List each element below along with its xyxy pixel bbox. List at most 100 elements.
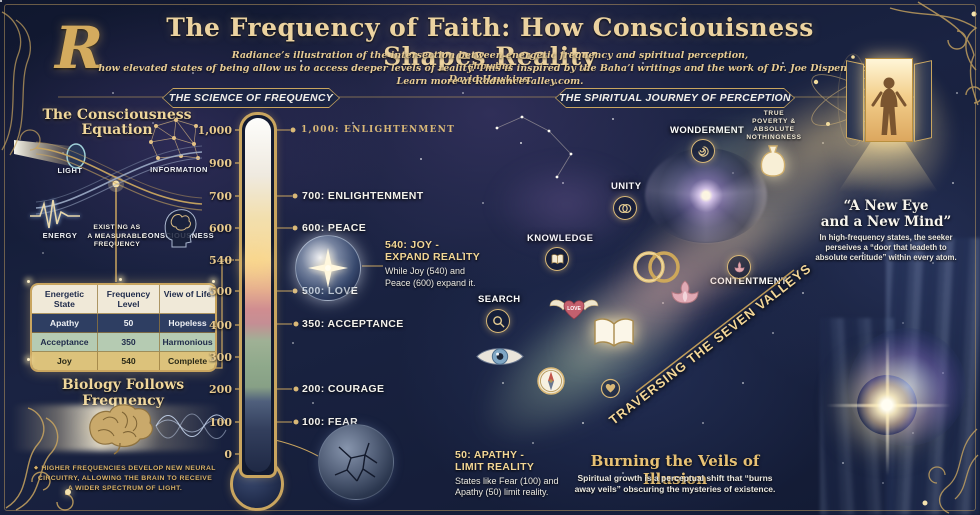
joy-orb-star xyxy=(308,248,348,288)
page-title: The Frequency of Faith: How Consciouisne… xyxy=(166,13,814,71)
door-panel-left xyxy=(846,60,864,142)
valley-label-true-poverty: TRUE POVERTY & ABSOLUTE NOTHINGNESS xyxy=(746,110,802,141)
magnifier-icon xyxy=(492,315,505,328)
table-sparkle xyxy=(119,278,122,281)
rings-icon xyxy=(618,203,632,213)
brain-illustration xyxy=(89,404,227,455)
tick-0: 0 xyxy=(224,448,232,461)
apathy-callout-body2: Apathy (50) limit reality. xyxy=(455,487,549,497)
tick-500: 500 xyxy=(209,285,232,298)
glowing-book-icon xyxy=(594,318,634,347)
ribbon-violet xyxy=(462,140,672,270)
eye-illustration xyxy=(476,348,524,365)
network-icon xyxy=(150,119,199,159)
label-measurable-frequency: EXISTING AS A MEASURABLE FREQUENCY xyxy=(87,224,147,248)
galaxy-illustration xyxy=(645,148,767,243)
tick-300: 300 xyxy=(209,351,232,364)
corner-ornament-bottom-right xyxy=(922,428,979,514)
new-eye-quote-body: In high-frequency states, the seeker per… xyxy=(815,233,957,262)
valley-label-search: SEARCH xyxy=(478,294,521,305)
spiral-shell-icon xyxy=(697,145,709,157)
valley-icon-wonderment xyxy=(691,139,715,163)
lotus-illustration xyxy=(671,280,699,304)
apathy-callout-title1: 50: APATHY - xyxy=(455,449,525,461)
apathy-callout-title2: LIMIT REALITY xyxy=(455,461,535,473)
joy-callout-body1: While Joy (540) and xyxy=(385,266,466,276)
equation-title: The Consciousness Equation xyxy=(38,108,196,138)
badge-science-label: THE SCIENCE OF FREQUENCY xyxy=(168,92,334,104)
thermometer-540-glow xyxy=(228,238,282,290)
valley-label-wonderment: WONDERMENT xyxy=(670,125,744,136)
tick-1000: 1,000 xyxy=(197,124,232,137)
starburst-core xyxy=(857,375,917,435)
tick-540: 540 xyxy=(209,254,232,267)
joy-callout-body2: Peace (600) expand it. xyxy=(385,278,476,288)
table-row-apathy: Apathy 50 Hopeless xyxy=(32,314,215,333)
tick-900: 900 xyxy=(209,157,232,170)
love-text: LOVE xyxy=(567,306,581,312)
vessel-icon xyxy=(760,145,786,177)
veils-body: Spiritual growth is a perceptual shift t… xyxy=(574,473,776,494)
corner-ornament-bottom-left xyxy=(5,407,74,511)
valley-icon-search xyxy=(486,309,510,333)
apathy-orb-cracks xyxy=(334,442,378,482)
logo-letter: R xyxy=(55,14,104,82)
frequency-table: Energetic State Frequency Level View of … xyxy=(30,283,217,372)
love-heart-badge: LOVE xyxy=(549,299,599,320)
equation-title-line1: The Consciousness xyxy=(42,107,192,123)
radiance-logo: R xyxy=(55,14,103,82)
label-energy: ENERGY xyxy=(42,231,78,240)
table-row-joy: Joy 540 Complete xyxy=(32,352,215,370)
heart-charm-icon xyxy=(600,378,621,399)
table-sparkle xyxy=(27,358,30,361)
golden-rings-illustration xyxy=(633,251,680,283)
frequency-waves xyxy=(155,413,227,439)
waveform-icon xyxy=(30,199,80,229)
valley-label-unity: UNITY xyxy=(611,181,642,192)
label-information: INFORMATION xyxy=(150,165,208,174)
subtitle-line-3: Learn more at RadianceTalley.com. xyxy=(396,76,584,87)
apathy-callout-body1: States like Fear (100) and xyxy=(455,476,559,486)
frequency-thermometer xyxy=(239,112,277,478)
biology-caption: ◆ HIGHER FREQUENCIES DEVELOP NEW NEURAL C… xyxy=(34,465,216,492)
col-header-view-of-life: View of Life xyxy=(160,285,215,314)
seeker-silhouette xyxy=(871,77,907,135)
valley-label-knowledge: KNOWLEDGE xyxy=(527,233,593,244)
table-header-row: Energetic State Frequency Level View of … xyxy=(32,285,215,314)
lotus-icon xyxy=(734,261,744,273)
ribbon-weave xyxy=(35,141,203,215)
galaxy-arms xyxy=(645,148,767,243)
equation-diagram xyxy=(14,118,203,248)
head-profile-icon xyxy=(164,209,197,248)
badge-science-of-frequency: THE SCIENCE OF FREQUENCY xyxy=(162,88,340,108)
marker-600-peace: 600: PEACE xyxy=(302,222,367,234)
valley-icon-knowledge xyxy=(545,247,569,271)
new-eye-quote: “A New Eye and a New Mind” xyxy=(820,198,952,230)
light-cone xyxy=(14,140,70,166)
subtitle-line-1: Radiance’s illustration of the intersect… xyxy=(231,50,749,72)
book-icon xyxy=(551,253,563,264)
tick-200: 200 xyxy=(209,383,232,396)
tick-400: 400 xyxy=(209,319,232,332)
marker-200-courage: 200: COURAGE xyxy=(302,383,385,395)
col-header-energetic-state: Energetic State xyxy=(32,285,98,314)
marker-1000-enlightenment: 1,000: ENLIGHTENMENT xyxy=(301,125,455,135)
tick-700: 700 xyxy=(209,190,232,203)
door-opening xyxy=(865,58,913,142)
label-light: LIGHT xyxy=(57,166,83,175)
subtitle-line-2: how elevated states of being allow us to… xyxy=(98,63,882,85)
marker-350-acceptance: 350: ACCEPTANCE xyxy=(302,318,404,330)
badge-spiritual-label: THE SPIRITUAL JOURNEY OF PERCEPTION xyxy=(559,92,791,104)
thermometer-fill xyxy=(245,118,271,472)
joy-orb xyxy=(295,235,361,301)
valley-icon-unity xyxy=(613,196,637,220)
caption-bullet: ◆ xyxy=(34,465,39,471)
table-row-acceptance: Acceptance 350 Harmonious xyxy=(32,333,215,352)
table-sparkle xyxy=(212,358,215,361)
valley-icon-contentment xyxy=(727,255,751,279)
joy-callout-title1: 540: JOY - xyxy=(385,239,440,251)
equation-title-line2: Equation xyxy=(81,122,153,138)
tick-600: 600 xyxy=(209,222,232,235)
corner-ornament-top-left xyxy=(1,11,41,156)
table-sparkle xyxy=(212,280,215,283)
